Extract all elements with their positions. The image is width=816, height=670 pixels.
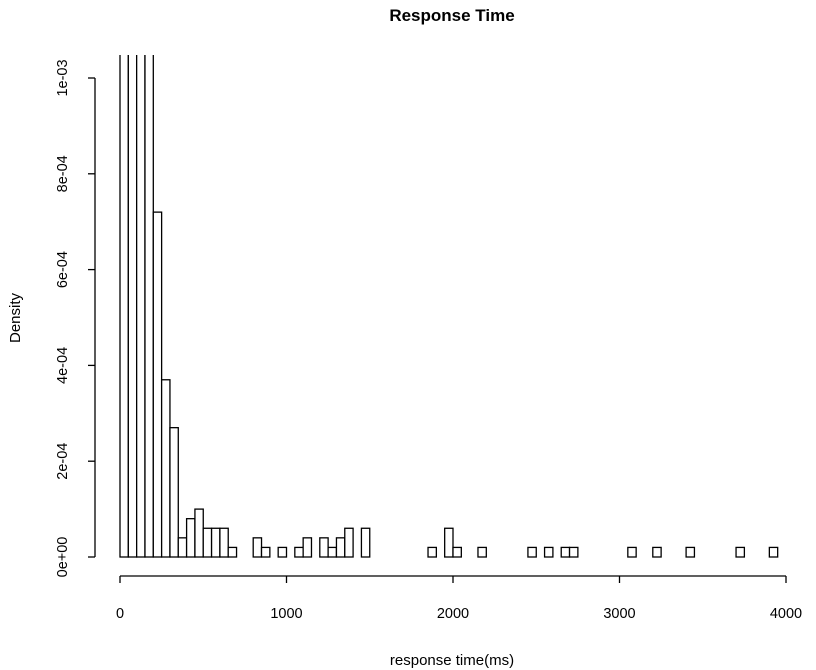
histogram-bar bbox=[768, 546, 779, 558]
histogram-bar bbox=[185, 518, 196, 558]
x-tick-label: 2000 bbox=[437, 606, 469, 622]
x-axis-label: response time(ms) bbox=[390, 652, 514, 669]
histogram-bar bbox=[252, 537, 263, 558]
x-tick-label: 3000 bbox=[603, 606, 635, 622]
histogram-bar bbox=[202, 527, 213, 558]
histogram-bar bbox=[344, 527, 354, 558]
histogram-bar bbox=[452, 546, 462, 558]
x-tick-label: 0 bbox=[116, 606, 124, 622]
y-tick-label: 8e-04 bbox=[55, 155, 71, 192]
histogram-bar bbox=[427, 546, 437, 558]
histogram-bar bbox=[277, 546, 288, 558]
histogram-bar bbox=[652, 546, 662, 558]
histogram-bars bbox=[119, 55, 779, 558]
histogram-bar bbox=[560, 546, 571, 558]
histogram-bar bbox=[144, 55, 154, 558]
histogram-bar bbox=[119, 55, 129, 558]
histogram-bar bbox=[527, 546, 537, 558]
histogram-bar bbox=[627, 546, 637, 558]
histogram-bar bbox=[543, 546, 554, 558]
histogram-bar bbox=[477, 546, 487, 558]
histogram-bar bbox=[219, 527, 229, 558]
histogram-bar bbox=[152, 211, 163, 558]
histogram-bar bbox=[327, 546, 338, 558]
histogram-bar bbox=[135, 55, 146, 558]
y-tick-label: 6e-04 bbox=[55, 251, 71, 288]
histogram-bar bbox=[319, 537, 329, 558]
y-tick-label: 4e-04 bbox=[55, 347, 71, 384]
y-axis-label: Density bbox=[7, 292, 24, 343]
x-tick-label: 1000 bbox=[270, 606, 302, 622]
histogram-bar bbox=[444, 527, 454, 558]
histogram-bar bbox=[735, 546, 746, 558]
x-tick-label: 4000 bbox=[770, 606, 802, 622]
histogram-bar bbox=[685, 546, 696, 558]
y-axis: 0e+00 2e-04 4e-04 6e-04 8e-04 1e-03 bbox=[55, 59, 96, 578]
y-tick-label: 2e-04 bbox=[55, 443, 71, 480]
histogram-bar bbox=[177, 537, 188, 558]
histogram-bar bbox=[127, 55, 138, 558]
histogram-bar bbox=[302, 537, 313, 558]
histogram-bar bbox=[169, 427, 179, 558]
x-axis: 0 1000 2000 3000 4000 bbox=[116, 575, 802, 622]
histogram-bar bbox=[227, 546, 238, 558]
y-tick-label: 0e+00 bbox=[55, 537, 71, 578]
chart-title: Response Time bbox=[389, 6, 514, 25]
histogram-bar bbox=[335, 537, 346, 558]
histogram-bar bbox=[360, 527, 371, 558]
y-tick-label: 1e-03 bbox=[55, 59, 71, 96]
histogram-bar bbox=[160, 379, 171, 558]
histogram-bar bbox=[194, 508, 204, 558]
histogram-bar bbox=[568, 546, 579, 558]
histogram-bar bbox=[210, 527, 221, 558]
histogram-bar bbox=[260, 546, 271, 558]
histogram-bar bbox=[294, 546, 304, 558]
